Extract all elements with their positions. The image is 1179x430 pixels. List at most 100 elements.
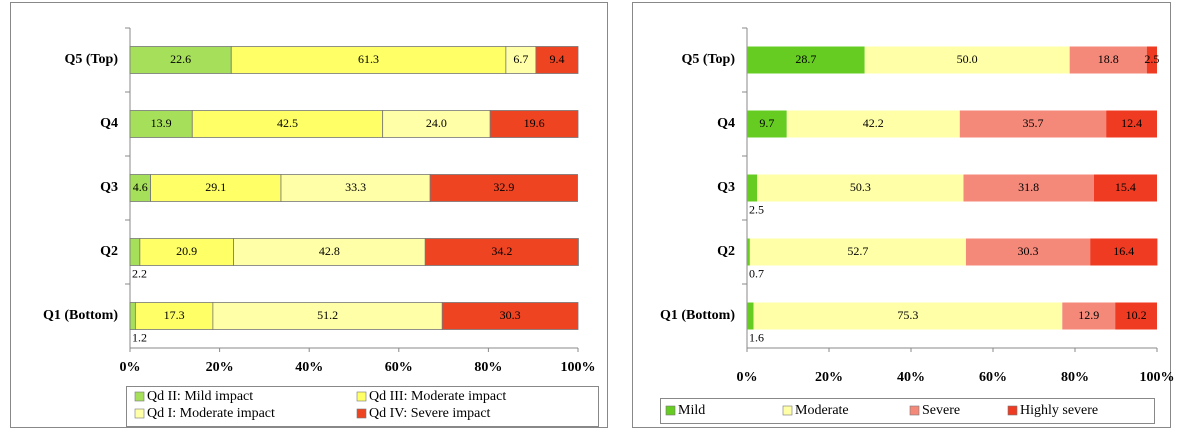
value-label: 9.4 bbox=[549, 52, 564, 66]
legend-label: Qd II: Mild impact bbox=[147, 389, 253, 404]
value-label: 20.9 bbox=[176, 244, 197, 258]
value-label: 24.0 bbox=[426, 116, 447, 130]
legend-swatch bbox=[134, 391, 145, 402]
value-label: 30.3 bbox=[1018, 244, 1039, 258]
value-label: 15.4 bbox=[1115, 180, 1136, 194]
value-label: 19.6 bbox=[524, 116, 545, 130]
value-label: 42.5 bbox=[277, 116, 298, 130]
legend-label: Qd I: Moderate impact bbox=[147, 406, 275, 421]
value-label: 28.7 bbox=[795, 52, 816, 66]
legend-swatch bbox=[356, 408, 367, 419]
bar-segment bbox=[749, 238, 966, 266]
legend-label: Severe bbox=[922, 403, 960, 418]
value-label: 32.9 bbox=[493, 180, 514, 194]
category-label: Q1 (Bottom) bbox=[660, 308, 735, 323]
x-tick-label: 100% bbox=[1140, 370, 1175, 385]
value-label: 2.5 bbox=[749, 202, 764, 216]
bar-segment bbox=[129, 110, 193, 138]
category-label: Q5 (Top) bbox=[64, 52, 118, 67]
bar-segment bbox=[134, 302, 214, 330]
x-tick-label: 60% bbox=[979, 370, 1007, 385]
legend-label: Qd IV: Severe impact bbox=[369, 406, 491, 421]
bar-segment bbox=[959, 110, 1107, 138]
bar-segment bbox=[191, 110, 384, 138]
x-tick-label: 40% bbox=[897, 370, 925, 385]
value-label: 12.9 bbox=[1078, 308, 1099, 322]
bar-segment bbox=[535, 46, 579, 74]
bar-segment bbox=[1069, 46, 1147, 74]
x-tick-label: 60% bbox=[385, 360, 413, 375]
legend-box bbox=[126, 386, 599, 427]
category-label: Q4 bbox=[717, 116, 735, 131]
value-label: 35.7 bbox=[1022, 116, 1043, 130]
x-tick-label: 80% bbox=[474, 360, 502, 375]
bar-segment bbox=[1062, 302, 1116, 330]
value-label: 50.3 bbox=[850, 180, 871, 194]
bar-segment bbox=[1106, 110, 1157, 138]
bar-segment bbox=[441, 302, 579, 330]
value-label: 31.8 bbox=[1018, 180, 1039, 194]
value-label: 1.2 bbox=[132, 330, 147, 344]
value-label: 75.3 bbox=[897, 308, 918, 322]
value-label: 6.7 bbox=[513, 52, 528, 66]
legend-swatch bbox=[356, 391, 367, 402]
x-tick-label: 40% bbox=[295, 360, 323, 375]
x-tick-label: 0% bbox=[120, 360, 141, 375]
value-label: 16.4 bbox=[1113, 244, 1134, 258]
bar-segment bbox=[747, 174, 758, 202]
bar-segment bbox=[1093, 174, 1157, 202]
value-label: 13.9 bbox=[151, 116, 172, 130]
legend-swatch bbox=[909, 405, 920, 416]
legend-swatch bbox=[134, 408, 145, 419]
legend-label: Qd III: Moderate impact bbox=[369, 389, 506, 404]
bar-segment bbox=[1090, 238, 1158, 266]
value-label: 4.6 bbox=[133, 180, 148, 194]
category-label: Q3 bbox=[100, 180, 118, 195]
bar-segment bbox=[757, 174, 964, 202]
legend-swatch bbox=[665, 405, 676, 416]
panel-border bbox=[632, 2, 1171, 428]
value-label: 42.8 bbox=[319, 244, 340, 258]
value-label: 34.2 bbox=[491, 244, 512, 258]
bar-segment bbox=[747, 46, 865, 74]
bar-segment bbox=[212, 302, 443, 330]
value-label: 17.3 bbox=[164, 308, 185, 322]
category-label: Q3 bbox=[717, 180, 735, 195]
bar-segment bbox=[129, 302, 136, 330]
bar-segment bbox=[747, 238, 750, 266]
value-label: 30.3 bbox=[500, 308, 521, 322]
bar-segment bbox=[489, 110, 579, 138]
x-tick-label: 0% bbox=[737, 370, 758, 385]
value-label: 52.7 bbox=[847, 244, 868, 258]
x-tick-label: 20% bbox=[815, 370, 843, 385]
bar-segment bbox=[747, 302, 754, 330]
value-label: 10.2 bbox=[1126, 308, 1147, 322]
bar-segment bbox=[429, 174, 578, 202]
bar-segment bbox=[864, 46, 1070, 74]
bar-segment bbox=[1146, 46, 1157, 74]
x-tick-label: 100% bbox=[561, 360, 596, 375]
value-label: 42.2 bbox=[863, 116, 884, 130]
value-label: 61.3 bbox=[358, 52, 379, 66]
value-label: 18.8 bbox=[1098, 52, 1119, 66]
bar-segment bbox=[786, 110, 960, 138]
bar-segment bbox=[965, 238, 1091, 266]
value-label: 33.3 bbox=[345, 180, 366, 194]
value-label: 0.7 bbox=[749, 266, 764, 280]
panel-border bbox=[10, 2, 608, 428]
bar-segment bbox=[1115, 302, 1157, 330]
legend-label: Mild bbox=[678, 403, 705, 418]
bar-segment bbox=[505, 46, 537, 74]
category-label: Q2 bbox=[100, 244, 118, 259]
category-label: Q2 bbox=[717, 244, 735, 259]
bar-segment bbox=[139, 238, 234, 266]
bar-segment bbox=[753, 302, 1063, 330]
category-label: Q4 bbox=[100, 116, 118, 131]
legend-label: Moderate bbox=[795, 403, 849, 418]
value-label: 29.1 bbox=[205, 180, 226, 194]
category-label: Q1 (Bottom) bbox=[43, 308, 118, 323]
x-tick-label: 20% bbox=[206, 360, 234, 375]
legend-box bbox=[660, 398, 1155, 424]
